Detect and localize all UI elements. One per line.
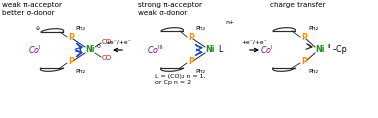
Text: $\ominus$: $\ominus$	[35, 24, 41, 32]
Text: n+: n+	[225, 21, 234, 25]
Text: II: II	[327, 44, 330, 49]
Text: weak π-acceptor
better σ-donor: weak π-acceptor better σ-donor	[2, 2, 62, 16]
Text: Ph₂: Ph₂	[308, 69, 318, 74]
Text: Ph₂: Ph₂	[75, 69, 85, 74]
Text: Co$^{\mathsf{I}}$: Co$^{\mathsf{I}}$	[28, 44, 42, 56]
Text: +e⁻/+e⁻: +e⁻/+e⁻	[105, 39, 131, 44]
Text: P: P	[68, 34, 74, 42]
Text: Ni: Ni	[205, 46, 215, 55]
Text: P: P	[68, 57, 74, 67]
Text: P: P	[188, 57, 194, 67]
Text: P: P	[188, 34, 194, 42]
Text: Ni: Ni	[315, 46, 325, 55]
Text: Ph₂: Ph₂	[195, 69, 205, 74]
Text: Ni: Ni	[85, 46, 95, 55]
Text: Co$^{\mathsf{I}}$: Co$^{\mathsf{I}}$	[260, 44, 274, 56]
Text: P: P	[301, 57, 307, 67]
Text: Ph₂: Ph₂	[195, 26, 205, 31]
Text: L: L	[218, 46, 222, 55]
Text: L = (CO)₂ n = 1,: L = (CO)₂ n = 1,	[155, 74, 206, 79]
Text: P: P	[301, 34, 307, 42]
Text: CO: CO	[102, 39, 112, 45]
Text: CO: CO	[102, 55, 112, 61]
Text: Ph₂: Ph₂	[75, 26, 85, 31]
Text: +e⁻/+e⁻: +e⁻/+e⁻	[241, 39, 267, 44]
Text: charge transfer: charge transfer	[270, 2, 325, 8]
Text: strong π-acceptor
weak σ-donor: strong π-acceptor weak σ-donor	[138, 2, 202, 16]
Text: Co$^{\mathsf{III}}$: Co$^{\mathsf{III}}$	[147, 44, 163, 56]
Text: –Cp: –Cp	[333, 46, 348, 55]
Text: or Cp n = 2: or Cp n = 2	[155, 80, 191, 85]
Text: Ph₂: Ph₂	[308, 26, 318, 31]
Text: 0: 0	[97, 44, 101, 49]
